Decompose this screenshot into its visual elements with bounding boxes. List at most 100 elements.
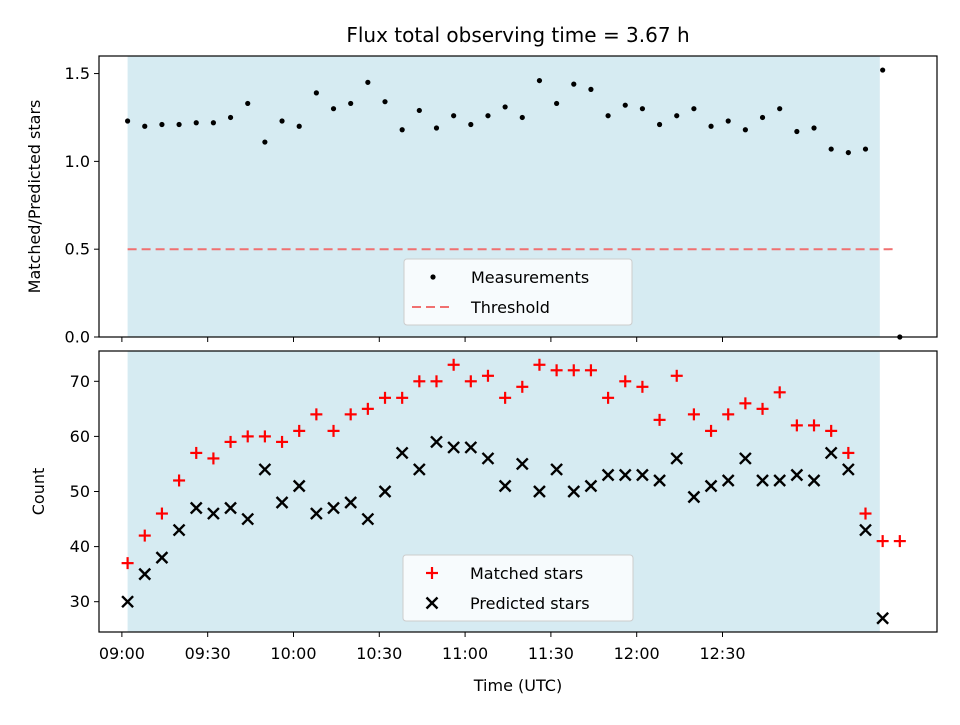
measurement-point (279, 118, 285, 124)
measurement-point (880, 67, 886, 73)
matched-star-point (121, 557, 134, 570)
matched-star-point (756, 402, 769, 415)
measurement-point (674, 113, 680, 119)
y-tick-label: 1.5 (65, 64, 90, 83)
measurement-point (656, 121, 663, 128)
predicted-star-point (189, 501, 203, 515)
measurement-point (794, 128, 800, 135)
legend-cross-glyph (425, 596, 439, 610)
ratio-y-axis-label: Matched/Predicted stars (25, 100, 44, 294)
measurement-point (605, 113, 611, 119)
measurement-point (554, 100, 560, 107)
predicted-star-point (155, 551, 169, 564)
ratio-panel: 0.0 0.5 1.0 1.5 Flux total observing time =… (25, 23, 938, 347)
predicted-star-point (207, 507, 220, 520)
measurement-point (588, 86, 594, 92)
matched-star-point (670, 369, 683, 382)
matched-star-point (464, 375, 477, 388)
measurement-point (811, 125, 817, 131)
matched-star-point (258, 430, 271, 443)
measurement-point (828, 146, 834, 152)
measurement-point (639, 106, 646, 112)
measurement-points (125, 67, 903, 340)
predicted-star-point (121, 595, 134, 609)
ratio-legend: Measurements Threshold (403, 258, 633, 326)
y-tick-label: 0.5 (65, 240, 90, 259)
legend-matched-marker (426, 567, 438, 579)
matched-star-point (722, 408, 735, 421)
measurement-point (725, 118, 731, 124)
matched-star-point (876, 535, 889, 548)
matched-star-point (276, 435, 289, 448)
predicted-star-point (481, 452, 495, 465)
measurement-point (125, 118, 131, 124)
matched-star-point (396, 391, 409, 404)
y-tick-label: 1.0 (65, 152, 90, 171)
ratio-legend-box (403, 258, 633, 326)
measurement-point (142, 123, 148, 129)
predicted-star-point (412, 463, 426, 476)
measurement-point (571, 81, 577, 87)
legend-plus-glyph (426, 567, 438, 579)
legend-threshold-label: Threshold (470, 298, 550, 317)
measurement-point (210, 120, 217, 126)
predicted-star-point (275, 496, 289, 509)
predicted-star-point (756, 474, 769, 487)
predicted-star-point (361, 512, 375, 526)
predicted-star-point (224, 501, 237, 515)
matched-star-point (687, 408, 700, 421)
ratio-plot-frame (98, 55, 938, 338)
predicted-star-point (395, 446, 409, 460)
y-tick-label: 0.0 (65, 328, 90, 347)
measurement-point (365, 79, 371, 85)
predicted-star-point (327, 501, 340, 515)
predicted-star-point (172, 523, 186, 537)
matched-star-point (619, 375, 632, 388)
matched-star-point (550, 364, 563, 377)
y-tick-label: 60 (70, 427, 90, 446)
measurement-point (159, 121, 165, 128)
matched-star-point (241, 430, 254, 443)
matched-star-point (773, 386, 786, 399)
matched-star-point (653, 413, 666, 426)
matched-star-point (808, 419, 821, 432)
predicted-star-point (344, 496, 358, 509)
ratio-x-ticks (121, 337, 723, 342)
predicted-star-point (773, 474, 787, 487)
x-tick-label: 10:00 (270, 644, 316, 663)
matched-star-point (224, 435, 237, 448)
matched-star-point (825, 424, 838, 437)
matched-stars-points (121, 358, 906, 570)
matched-star-point (447, 358, 460, 371)
predicted-star-point (653, 474, 666, 487)
matched-star-point (379, 391, 392, 404)
matched-star-point (602, 391, 615, 404)
measurement-point (176, 121, 182, 128)
measurement-point (330, 106, 337, 112)
measurement-point (519, 114, 525, 121)
measurement-point (742, 127, 748, 133)
x-tick-label: 09:30 (185, 644, 231, 663)
predicted-star-point (498, 479, 512, 493)
matched-star-point (584, 364, 597, 377)
predicted-star-point (584, 479, 598, 493)
matched-star-point (327, 424, 340, 437)
x-axis-label: Time (UTC) (473, 676, 562, 695)
matched-star-point (138, 529, 151, 542)
measurement-point (502, 104, 508, 110)
matched-star-point (310, 408, 323, 421)
predicted-star-point (515, 457, 529, 471)
matched-star-point (481, 369, 494, 382)
matched-star-point (739, 397, 752, 410)
predicted-star-point (824, 446, 838, 460)
measurement-point (845, 149, 851, 156)
matched-star-point (705, 424, 718, 437)
measurement-point (193, 120, 199, 126)
x-tick-label: 10:30 (356, 644, 402, 663)
y-tick-label: 40 (70, 537, 90, 556)
measurement-point (416, 107, 422, 114)
measurement-point (536, 77, 543, 84)
matched-star-point (516, 380, 529, 393)
predicted-star-point (841, 463, 855, 476)
